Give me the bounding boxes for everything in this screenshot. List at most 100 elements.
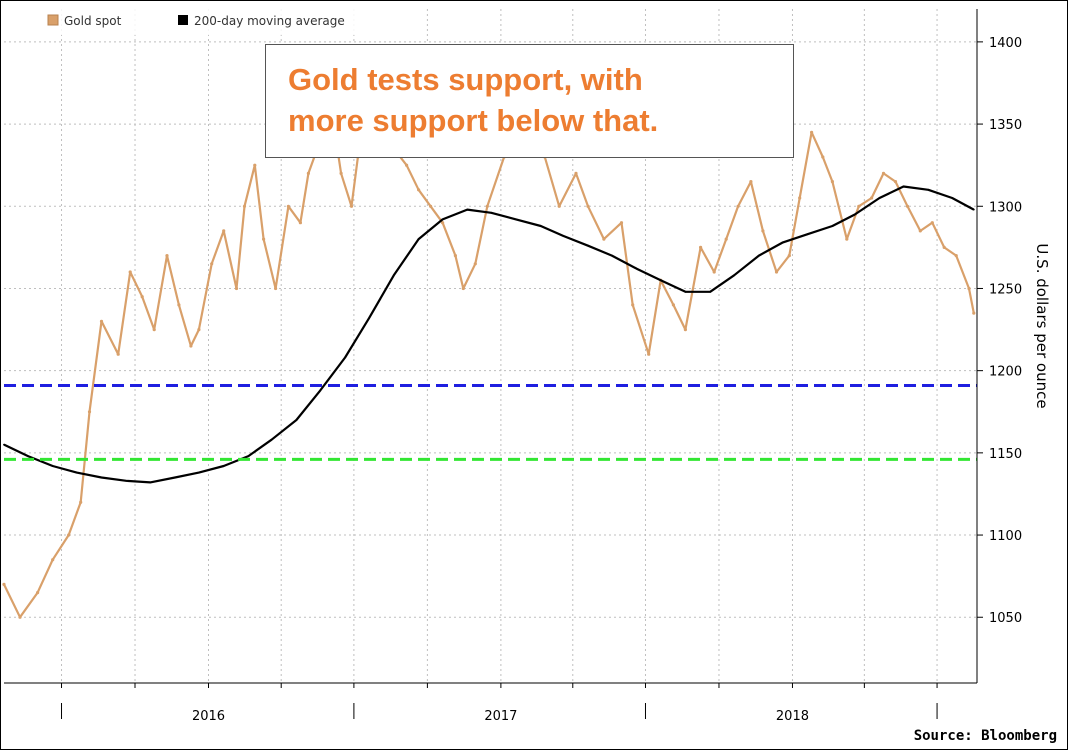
gold-spot-point [574,171,578,175]
gold-spot-point [51,558,55,562]
gold-spot-point [724,237,728,241]
gold-spot-point [165,254,169,258]
gold-spot-point [189,344,193,348]
moving-average-point [902,185,905,188]
gold-spot-point [631,303,635,307]
gold-spot-point [116,352,120,356]
gold-spot-point [736,204,740,208]
moving-average-point [951,197,954,199]
moving-average-point [3,443,5,446]
moving-average-point [709,290,712,293]
moving-average-point [100,476,103,479]
gold-spot-point [349,204,354,208]
series-layer [2,97,976,619]
gold-spot-point [857,204,861,208]
moving-average-point [247,455,250,457]
gold-spot-point [441,221,445,225]
gold-spot-point [140,295,144,299]
moving-average-point [295,419,298,421]
gold-spot-point [810,130,814,134]
gold-spot-point [177,303,181,307]
gold-spot-point [967,286,971,291]
legend-label-ma: 200-day moving average [194,14,345,28]
moving-average-point [466,208,469,211]
legend-swatch-ma [178,15,188,25]
gold-spot-point [972,311,976,315]
gold-spot-point [485,204,489,208]
moving-average-point [417,238,420,241]
gold-spot-point [774,270,779,274]
gold-spot-point [787,254,791,258]
gold-spot-point [712,270,716,274]
moving-average-point [927,188,930,191]
gold-spot-point [36,591,40,595]
gold-spot-point [881,171,886,175]
y-tick-label: 1100 [989,529,1022,544]
moving-average-point [441,218,444,221]
gold-spot-point [602,237,606,241]
gold-spot-point [99,319,104,323]
grid [4,9,977,683]
gold-spot-point [152,328,156,332]
moving-average-line [3,185,975,484]
moving-average-point [562,235,565,237]
gold-spot-point [845,237,849,241]
gold-spot-point [210,262,214,266]
gold-spot-point [128,270,132,274]
moving-average-point [344,356,346,359]
gold-spot-point [274,286,278,291]
moving-average-point [635,267,638,270]
gold-spot-point [18,615,22,619]
moving-average-point [125,479,128,482]
y-tick-label: 1250 [989,282,1022,297]
gold-spot-point [619,221,624,225]
gold-spot-point [339,171,343,175]
gold-spot-point [830,180,835,184]
moving-average-point [878,197,881,199]
gold-spot-point [798,196,802,200]
gold-spot-point [417,188,421,192]
y-tick-label: 1400 [989,36,1022,51]
reference-lines [4,383,977,461]
y-tick-label: 1200 [989,365,1022,380]
annotation-line-2: more support below that. [288,103,659,138]
moving-average-point [490,211,493,214]
gold-spot-point [242,204,247,208]
gold-spot-point [870,196,874,200]
moving-average-point [222,465,225,467]
gold-spot-point [298,221,302,225]
gold-spot-point [253,163,257,167]
gold-spot-point [905,204,910,208]
moving-average-point [515,218,517,221]
moving-average-point [659,279,662,282]
legend-swatch-gold [47,14,59,26]
gold-spot-point [79,500,83,504]
gold-spot-point [2,582,6,587]
gold-spot-point [699,245,703,249]
gold-spot-point [473,262,477,266]
moving-average-point [174,476,176,479]
gold-spot-point [87,410,92,414]
moving-average-point [198,471,200,474]
x-tick-label: 2016 [192,709,225,724]
gold-spot-point [67,533,71,537]
moving-average-point [782,241,784,244]
gold-spot-point [821,155,825,159]
moving-average-point [733,274,735,277]
moving-average-point [806,233,809,236]
moving-average-point [853,213,856,216]
legend: Gold spot 200-day moving average [6,9,386,35]
gold-spot-point [429,204,433,208]
x-tick-label: 2017 [484,709,517,724]
y-tick-label: 1350 [989,118,1022,133]
moving-average-point [539,225,542,227]
legend-label-gold: Gold spot [64,14,122,28]
moving-average-point [270,438,273,441]
moving-average-point [831,225,834,227]
gold-spot-point [761,229,765,233]
gold-spot-point [461,286,465,291]
moving-average-point [392,274,395,277]
gold-spot-point [893,180,898,184]
